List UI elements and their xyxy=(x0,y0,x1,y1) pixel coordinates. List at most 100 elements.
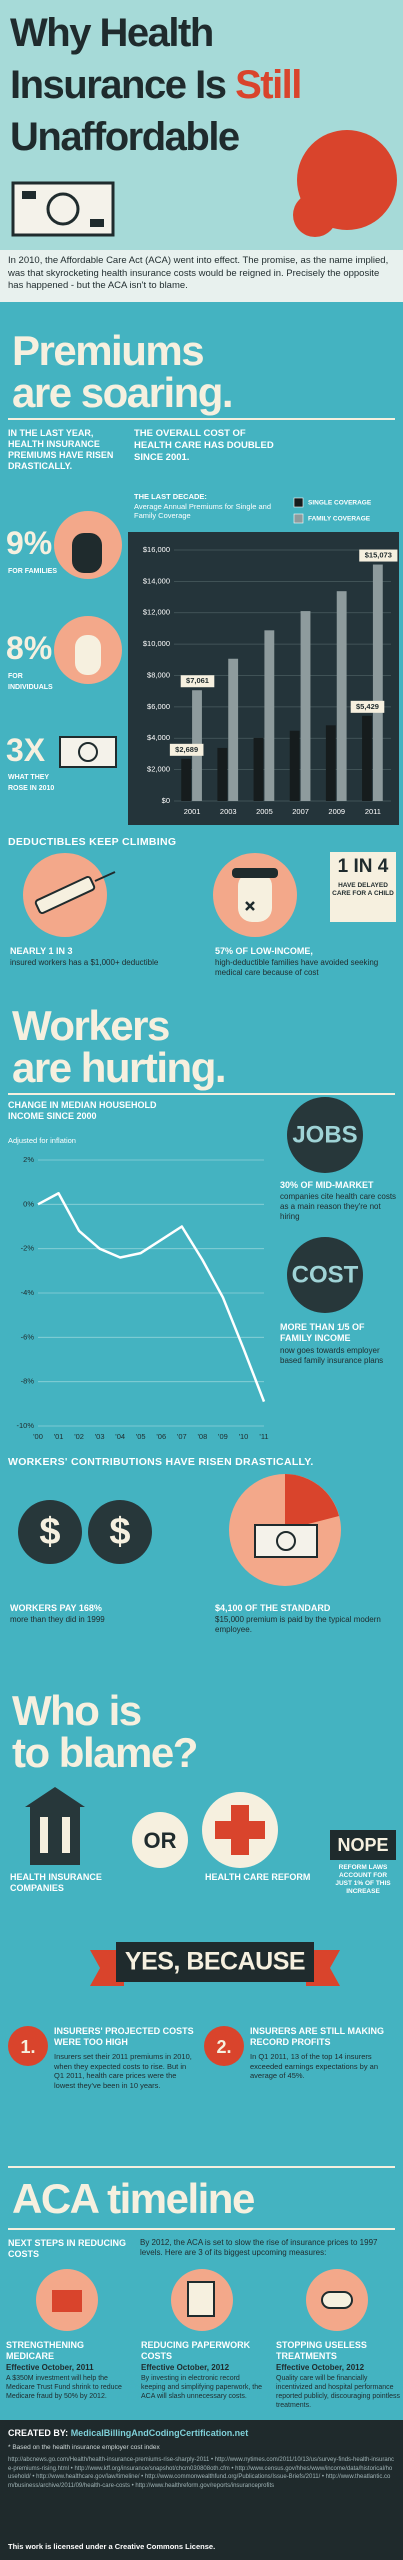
chart-title: THE OVERALL COST OF HEALTH CARE HAS DOUB… xyxy=(134,428,274,463)
value-label: $15,073 xyxy=(365,551,392,560)
syringe-needle xyxy=(94,871,116,882)
medicare-icon xyxy=(52,2290,82,2312)
chart-subtitle-lead: THE LAST DECADE: xyxy=(134,492,207,501)
bill-corner xyxy=(22,191,36,199)
step-title: STRENGTHENING MEDICARE xyxy=(6,2340,85,2361)
option-label: HEALTH INSURANCE COMPANIES xyxy=(10,1872,102,1893)
x-tick-label: '09 xyxy=(218,1432,228,1441)
divider xyxy=(8,2228,395,2230)
sources: http://abcnews.go.com/Health/health-insu… xyxy=(8,2457,395,2489)
jobs-circle xyxy=(287,1097,363,1173)
bar xyxy=(217,747,228,801)
bill-icon xyxy=(254,1524,318,1558)
bar xyxy=(325,725,336,801)
fact-highlight: NEARLY 1 IN 3 xyxy=(10,946,73,956)
building-roof xyxy=(25,1787,85,1807)
jobs-icon-text: JOBS xyxy=(292,1121,357,1148)
value-label: $5,429 xyxy=(356,702,379,711)
coin-symbol: $ xyxy=(109,1511,130,1553)
badge-text: HAVE DELAYED CARE FOR A CHILD xyxy=(332,882,394,897)
bar xyxy=(336,591,347,801)
value-label-box xyxy=(180,675,215,688)
fact-highlight: $4,100 OF THE STANDARD xyxy=(215,1603,331,1613)
legend-label: FAMILY COVERAGE xyxy=(308,516,371,523)
line-chart: 2% 0% -2% -4% -6% -8% -10% '00 '01 '02 '03 '04 '05 '0… xyxy=(16,1155,268,1441)
stat-figure: 9% xyxy=(6,525,53,561)
badge xyxy=(330,852,396,922)
x-tick-label: '06 xyxy=(156,1432,166,1441)
title-accent: Still xyxy=(235,63,302,107)
nope-box xyxy=(330,1830,396,1860)
timeline-icons xyxy=(36,2269,368,2331)
bar xyxy=(264,630,275,801)
x-tick-label: '04 xyxy=(115,1432,125,1441)
premiums-lead: IN THE LAST YEAR, HEALTH INSURANCE PREMI… xyxy=(8,428,114,471)
bill-seal xyxy=(78,742,98,762)
y-tick-label: $10,000 xyxy=(143,639,170,648)
credit: CREATED BY: MedicalBillingAndCodingCerti… xyxy=(8,2428,248,2438)
divider xyxy=(8,1093,395,1095)
y-tick-label: -10% xyxy=(16,1421,34,1430)
value-label-box xyxy=(359,549,398,562)
fact-highlight: 57% OF LOW-INCOME, xyxy=(215,946,313,956)
building-column xyxy=(40,1817,48,1853)
stat-label: FOR FAMILIES xyxy=(8,568,57,575)
section-title: DEDUCTIBLES KEEP CLIMBING xyxy=(8,836,177,848)
stat-figure: 8% xyxy=(6,630,53,666)
chart-subtitle: THE LAST DECADE: Average Annual Premiums … xyxy=(134,492,274,521)
step-effective: Effective October, 2012 xyxy=(276,2363,365,2372)
plot-panel xyxy=(128,532,399,825)
bill-seal xyxy=(46,192,80,226)
section-title: WORKERS' CONTRIBUTIONS HAVE RISEN DRASTI… xyxy=(8,1456,314,1468)
section-heading: are soaring. xyxy=(12,369,234,416)
fact-text: high-deductible families have avoided se… xyxy=(215,958,379,977)
bar xyxy=(228,658,239,801)
fact-text: more than they did in 1999 xyxy=(10,1615,105,1624)
bill-icon xyxy=(59,736,117,768)
face-hair xyxy=(72,533,102,573)
divider xyxy=(8,418,395,420)
line xyxy=(37,1192,266,1403)
bar xyxy=(372,564,383,801)
y-tick-label: 0% xyxy=(23,1199,34,1208)
bill xyxy=(11,181,115,237)
y-tick-label: $12,000 xyxy=(143,608,170,617)
coin-symbol: $ xyxy=(39,1511,60,1553)
chart-subtitle-text: Average Annual Premiums for Single and F… xyxy=(134,501,272,521)
section-heading: ACA timeline xyxy=(12,2175,255,2222)
contribution-icons: $ $ xyxy=(18,1474,341,1586)
step-text: A $350M investment will help the Medicar… xyxy=(6,2375,122,2400)
value-label-box xyxy=(350,700,385,713)
money-bill-icon xyxy=(11,181,115,237)
footer-band xyxy=(0,2420,403,2560)
building xyxy=(30,1805,80,1865)
syringe xyxy=(34,875,96,915)
option-label: HEALTH CARE REFORM xyxy=(205,1872,311,1882)
legend-swatch xyxy=(293,497,304,508)
bar xyxy=(289,730,300,801)
coin xyxy=(18,1500,82,1564)
coin xyxy=(88,1500,152,1564)
cost-circle xyxy=(287,1237,363,1313)
x-tick-label: '08 xyxy=(197,1432,207,1441)
value-label: $7,061 xyxy=(186,676,209,685)
paper-icon xyxy=(187,2281,215,2317)
step-title: STOPPING USELESS TREATMENTS xyxy=(276,2340,367,2361)
step-text: Quality care will be financially incenti… xyxy=(276,2375,400,2409)
patient-mouth xyxy=(245,901,255,911)
divider xyxy=(8,2166,395,2168)
fact-text: $15,000 premium is paid by the typical m… xyxy=(215,1615,381,1634)
intro-band xyxy=(0,250,403,302)
y-tick-label: 2% xyxy=(23,1155,34,1164)
bill-corner xyxy=(90,219,104,227)
ribbon-tail xyxy=(306,1950,340,1986)
verdict-text: YES, BECAUSE xyxy=(125,1948,305,1976)
patient-head xyxy=(238,872,272,922)
x-tick-label: '03 xyxy=(95,1432,105,1441)
step-text: By investing in electronic record keepin… xyxy=(141,2375,263,2400)
x-tick-label: 2007 xyxy=(292,807,309,816)
badge-figure: 1 IN 4 xyxy=(337,856,389,877)
cost-icon-text: COST xyxy=(292,1261,359,1288)
credit-label: CREATED BY: xyxy=(8,2428,69,2438)
